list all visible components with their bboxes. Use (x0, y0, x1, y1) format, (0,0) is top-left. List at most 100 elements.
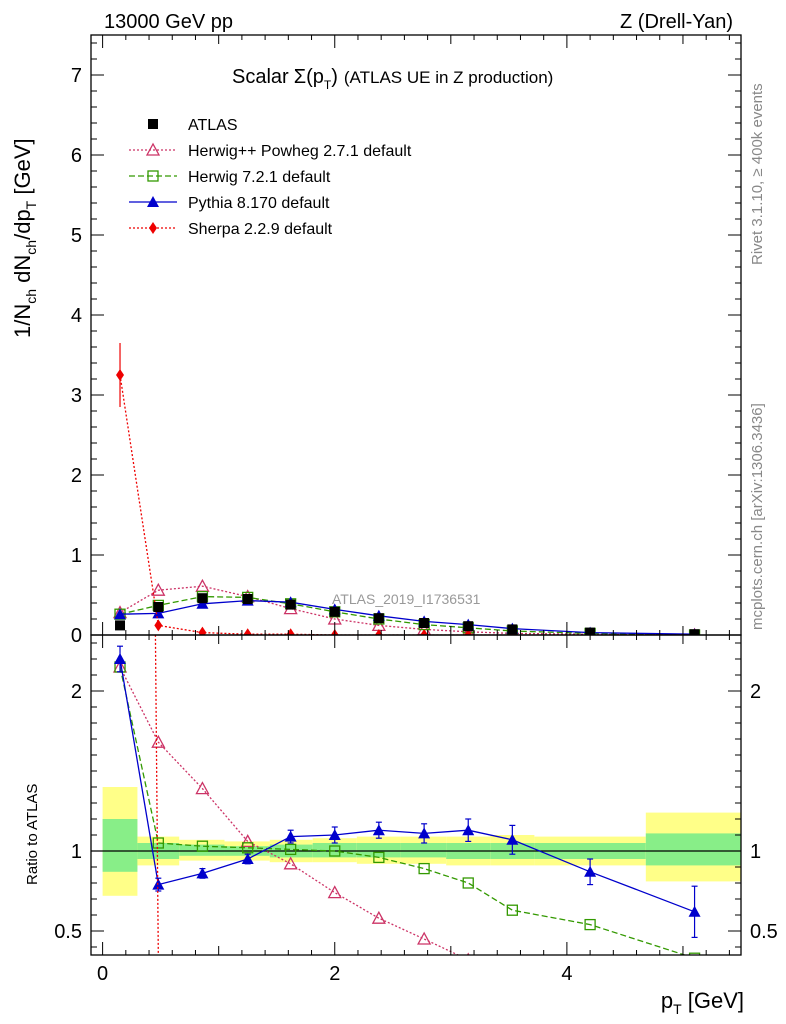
series-3-ratio-point (196, 867, 209, 879)
ref-band-inner (400, 843, 447, 858)
mcplots-label: mcplots.cern.ch [arXiv:1306.3436] (749, 403, 766, 630)
y-tick-label-main: 3 (71, 385, 82, 407)
series-0-point (373, 613, 384, 624)
series-2-ratio-point (242, 842, 254, 854)
axis-ticks: 0 2 4 0 1 2 3 4 5 6 7 0.5 0.5 1 1 2 2 (54, 35, 778, 985)
legend-label-1: Herwig++ Powheg 2.7.1 default (188, 143, 412, 160)
series-2-ratio-line (119, 666, 687, 955)
ref-band-inner (179, 844, 225, 856)
series-3-ratio-point (328, 829, 341, 840)
ref-band-inner (102, 819, 138, 872)
series-2-ratio-point (584, 918, 596, 931)
y-tick-label-ratio: 1 (71, 841, 82, 863)
series-3-ratio-point (462, 824, 475, 836)
y-tick-label-main: 4 (71, 305, 82, 327)
y-tick-label-main: 7 (71, 65, 82, 87)
series-1-ratio-point (283, 856, 298, 870)
rivet-label: Rivet 3.1.10, ≥ 400k events (749, 83, 766, 265)
energy-label: 13000 GeV pp (104, 11, 233, 33)
series-2-ratio-point (152, 837, 164, 849)
legend-marker-4 (149, 222, 157, 234)
process-label: Z (Drell-Yan) (620, 11, 733, 33)
series-1-ratio-point (506, 973, 518, 984)
legend-label-3: Pythia 8.170 default (188, 195, 330, 212)
series-3-ratio-point (114, 653, 127, 664)
legend-marker-3 (147, 196, 159, 207)
series-3-ratio-point (418, 827, 431, 839)
series-1-ratio-line (119, 666, 460, 955)
series-2-ratio-point (506, 904, 518, 916)
y-tick-label-ratio: 2 (71, 681, 82, 703)
series-4-point (420, 629, 429, 635)
ref-band-inner (645, 833, 741, 866)
series-3-ratio-point (688, 905, 701, 917)
x-tick-label: 0 (97, 963, 108, 985)
y-tick-label-ratio-right: 1 (750, 841, 761, 863)
ratio-panel-frame (90, 634, 742, 956)
y-tick-label-main: 0 (71, 625, 82, 647)
ref-band-inner (312, 843, 357, 858)
series-2-ratio-point (284, 843, 297, 856)
series-2-ratio-point (688, 952, 701, 955)
legend-label-2: Herwig 7.2.1 default (188, 169, 331, 186)
series-1-ratio-point (327, 885, 342, 899)
series-3-ratio-point (284, 830, 297, 842)
x-tick-label: 2 (329, 963, 340, 985)
y-tick-label-ratio-right: 2 (750, 681, 761, 703)
series-0-point (153, 602, 164, 612)
y-tick-label-main: 2 (71, 465, 82, 487)
series-4-point (116, 369, 125, 381)
series-2-main-line (119, 595, 695, 635)
legend-label-0: ATLAS (188, 117, 238, 134)
series-1-point (151, 582, 166, 596)
series-4-point (198, 626, 207, 635)
series-1-ratio-point (195, 781, 210, 795)
x-axis-label: pT [GeV] (661, 988, 744, 1017)
series-0-point (419, 618, 430, 628)
ratio-panel-series (112, 635, 701, 1000)
series-3-point (196, 597, 209, 609)
chart-title: Scalar Σ(pT) (ATLAS UE in Z production) (232, 66, 553, 92)
series-3-point (152, 607, 165, 619)
ref-band-inner (356, 843, 401, 858)
series-3-ratio-point (152, 878, 165, 890)
series-0-point (329, 606, 340, 617)
series-3-ratio-point (506, 833, 519, 845)
series-4-point (154, 619, 163, 632)
y-tick-label-ratio-right: 0.5 (750, 921, 778, 943)
legend: ATLAS Herwig++ Powheg 2.7.1 default Herwig… (129, 117, 412, 238)
analysis-label: ATLAS_2019_I1736531 (332, 591, 481, 607)
series-2-ratio-point (462, 877, 474, 889)
series-2-ratio-point (196, 840, 209, 852)
series-2-ratio-point (329, 845, 341, 857)
series-3-ratio-point (241, 853, 254, 864)
series-0-point (507, 624, 518, 635)
x-tick-label: 4 (561, 963, 572, 985)
series-3-ratio-line (119, 658, 695, 913)
main-panel-series (112, 343, 701, 635)
y-tick-label-main: 6 (71, 145, 82, 167)
series-1-point (462, 624, 474, 635)
legend-marker-2 (147, 170, 159, 182)
series-1-ratio-point (417, 931, 432, 945)
series-3-ratio-point (372, 824, 385, 836)
series-4-point (243, 628, 252, 635)
series-0-point (463, 621, 474, 632)
series-3-ratio-point (584, 865, 597, 877)
series-1-main-line (119, 585, 695, 635)
series-1-ratio-point (151, 734, 166, 748)
axes-frame (90, 34, 742, 956)
y-tick-label-ratio: 0.5 (54, 921, 82, 943)
series-1-ratio-point (584, 989, 596, 1000)
y-tick-label-main: 1 (71, 545, 82, 567)
series-1-ratio-point (371, 910, 386, 924)
series-3-main-line (120, 599, 695, 635)
legend-marker-0 (148, 119, 158, 129)
legend-marker-1 (145, 142, 161, 156)
series-0-point (115, 620, 126, 631)
series-4-point (464, 629, 473, 635)
series-0-point (242, 594, 253, 604)
series-3-point (114, 608, 127, 620)
y-tick-label-main: 5 (71, 225, 82, 247)
